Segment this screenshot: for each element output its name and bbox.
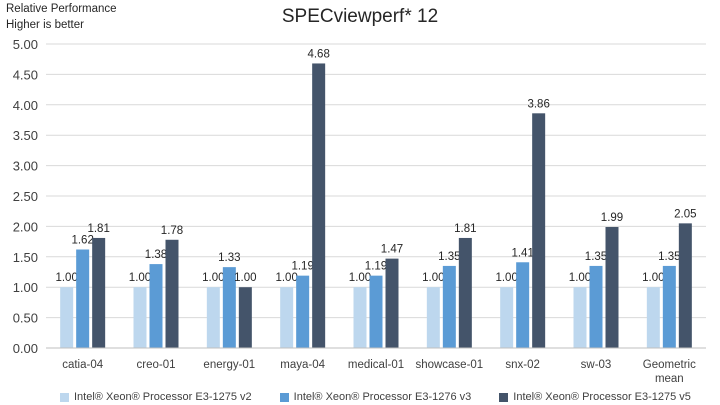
- y-tick-label: 0.50: [13, 311, 38, 326]
- data-label: 1.99: [601, 212, 623, 224]
- bar: [678, 223, 692, 348]
- bar: [589, 265, 603, 348]
- data-label: 1.35: [585, 251, 607, 263]
- bar: [662, 265, 676, 348]
- data-label: 1.62: [71, 235, 93, 247]
- bar: [646, 287, 660, 348]
- bar: [222, 267, 236, 348]
- bar: [369, 275, 383, 348]
- data-label: 1.41: [511, 247, 533, 259]
- bar: [296, 275, 310, 348]
- data-label: 1.81: [454, 223, 476, 235]
- legend-item-v3: Intel® Xeon® Processor E3-1276 v3: [279, 391, 472, 403]
- data-label: 1.35: [658, 251, 680, 263]
- x-tick-label: snx-02: [505, 359, 540, 371]
- bar: [385, 258, 399, 348]
- x-tick-label: maya-04: [280, 359, 325, 371]
- data-label: 4.68: [307, 48, 329, 60]
- bar: [149, 264, 163, 348]
- legend-swatch-v2: [60, 392, 69, 402]
- bar: [532, 113, 546, 348]
- legend-label-v3: Intel® Xeon® Processor E3-1276 v3: [293, 391, 472, 403]
- chart-legend: Intel® Xeon® Processor E3-1275 v2 Intel®…: [60, 391, 691, 403]
- y-tick-label: 3.00: [13, 159, 38, 174]
- y-tick-label: 3.50: [13, 128, 38, 143]
- legend-item-v2: Intel® Xeon® Processor E3-1275 v2: [60, 391, 252, 403]
- data-label: 2.05: [674, 208, 696, 220]
- x-tick-label: Geometric: [643, 359, 696, 371]
- note-line-2: Higher is better: [6, 19, 84, 31]
- data-label: 1.19: [291, 261, 313, 273]
- legend-swatch-v5: [499, 392, 509, 402]
- y-tick-label: 0.00: [13, 341, 38, 356]
- data-label: 1.00: [422, 272, 444, 284]
- y-tick-label: 1.50: [13, 250, 38, 265]
- legend-label-v2: Intel® Xeon® Processor E3-1275 v2: [74, 391, 252, 403]
- data-label: 1.00: [569, 272, 591, 284]
- y-tick-label: 2.50: [13, 189, 38, 204]
- data-label: 1.78: [161, 225, 183, 237]
- data-label: 1.47: [381, 244, 403, 256]
- data-label: 1.81: [87, 223, 109, 235]
- data-label: 3.86: [527, 98, 549, 110]
- bar: [280, 287, 294, 348]
- bar: [500, 287, 514, 348]
- data-label: 1.35: [438, 251, 460, 263]
- note-line-1: Relative Performance: [6, 3, 117, 15]
- bar: [133, 287, 147, 348]
- bar: [60, 287, 74, 348]
- chart-title: SPECviewperf* 12: [281, 6, 439, 27]
- data-label: 1.33: [218, 252, 240, 264]
- legend-label-v5: Intel® Xeon® Processor E3-1275 v5: [513, 391, 691, 403]
- x-tick-label: mean: [655, 373, 684, 385]
- x-tick-label: catia-04: [62, 359, 104, 371]
- bar: [92, 237, 106, 348]
- bar: [206, 287, 220, 348]
- data-label: 1.00: [234, 272, 256, 284]
- x-tick-label: energy-01: [203, 359, 255, 371]
- bar: [353, 287, 367, 348]
- bar: [426, 287, 440, 348]
- x-tick-label: showcase-01: [415, 359, 483, 371]
- legend-swatch-v3: [279, 392, 289, 402]
- bar: [238, 287, 252, 348]
- y-tick-label: 5.00: [13, 37, 38, 52]
- data-label: 1.00: [349, 272, 371, 284]
- data-label: 1.00: [275, 272, 297, 284]
- bar: [458, 237, 472, 348]
- x-tick-label: medical-01: [348, 359, 404, 371]
- data-label: 1.00: [642, 272, 664, 284]
- bar: [76, 249, 90, 348]
- bar: [165, 239, 179, 348]
- y-tick-label: 4.00: [13, 98, 38, 113]
- data-label: 1.00: [202, 272, 224, 284]
- data-label: 1.00: [129, 272, 151, 284]
- bar: [442, 265, 456, 348]
- chart-note: Relative Performance Higher is better: [6, 1, 117, 33]
- legend-item-v5: Intel® Xeon® Processor E3-1275 v5: [499, 391, 691, 403]
- bar: [312, 63, 326, 349]
- bar: [605, 227, 619, 348]
- bar: [573, 287, 587, 348]
- bar: [516, 262, 530, 348]
- y-tick-label: 2.00: [13, 219, 38, 234]
- data-label: 1.00: [495, 272, 517, 284]
- y-tick-label: 4.50: [13, 67, 38, 82]
- x-tick-label: creo-01: [137, 359, 176, 371]
- y-tick-label: 1.00: [13, 280, 38, 295]
- data-label: 1.00: [55, 272, 77, 284]
- x-tick-label: sw-03: [581, 359, 612, 371]
- data-label: 1.19: [365, 261, 387, 273]
- data-label: 1.38: [145, 249, 167, 261]
